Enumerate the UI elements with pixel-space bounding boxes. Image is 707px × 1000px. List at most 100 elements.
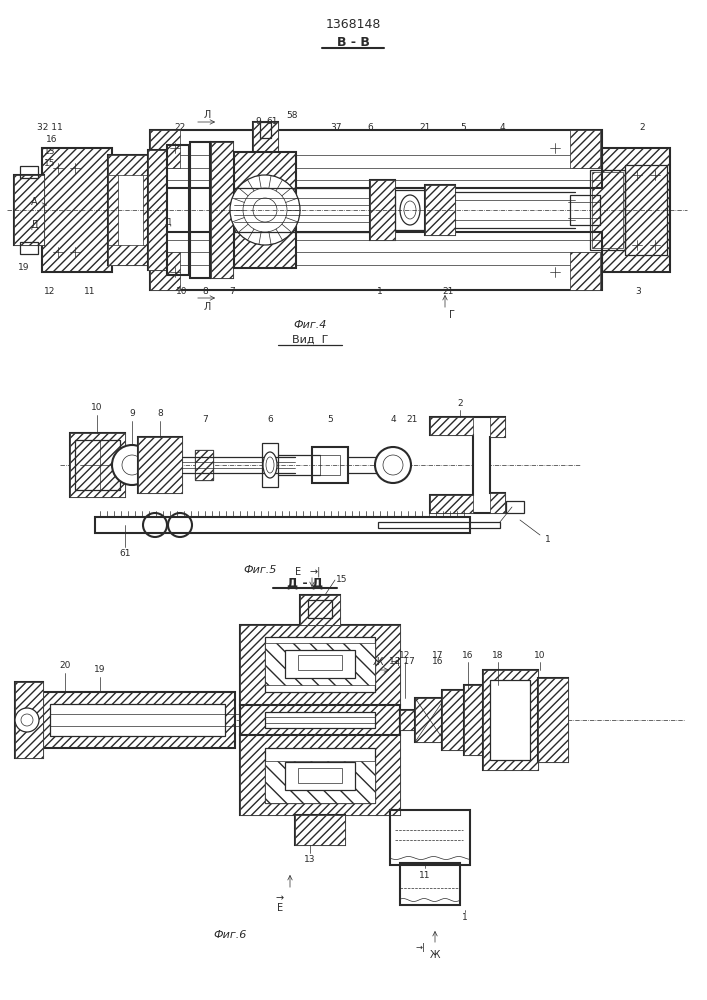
Text: Ж: Ж — [430, 950, 440, 960]
Bar — [138, 437, 182, 493]
Bar — [15, 682, 43, 758]
Text: 15: 15 — [337, 576, 348, 584]
Text: 7: 7 — [229, 288, 235, 296]
Text: 13: 13 — [304, 856, 316, 864]
Text: 61: 61 — [119, 548, 131, 558]
Text: Л: Л — [204, 110, 211, 120]
Bar — [195, 450, 213, 480]
Bar — [298, 655, 342, 670]
Text: Фиг.4: Фиг.4 — [293, 320, 327, 330]
Text: 3: 3 — [635, 288, 641, 296]
Text: Д: Д — [165, 218, 171, 227]
Text: Д - Д: Д - Д — [287, 576, 323, 589]
Bar — [265, 761, 375, 803]
Text: 21: 21 — [419, 123, 431, 132]
Circle shape — [168, 513, 192, 537]
Bar — [108, 155, 118, 265]
Text: 19: 19 — [94, 666, 106, 674]
Text: 8: 8 — [202, 288, 208, 296]
Text: 13: 13 — [45, 147, 56, 156]
Text: 21: 21 — [443, 288, 454, 296]
Bar — [300, 595, 340, 625]
Bar — [538, 678, 568, 762]
Bar — [430, 417, 473, 435]
Text: 19: 19 — [18, 263, 30, 272]
Bar — [42, 148, 112, 272]
Bar — [490, 493, 505, 513]
Circle shape — [15, 708, 39, 732]
Bar — [320, 455, 340, 475]
Polygon shape — [430, 417, 505, 513]
Bar — [35, 692, 235, 748]
Text: 32 11: 32 11 — [37, 123, 63, 132]
Text: Л: Л — [204, 302, 211, 312]
Bar — [262, 443, 278, 487]
Text: 8: 8 — [157, 408, 163, 418]
Text: 15: 15 — [45, 159, 56, 168]
Text: 9: 9 — [129, 408, 135, 418]
Bar — [570, 252, 600, 290]
Bar — [240, 735, 400, 815]
Text: 9: 9 — [255, 117, 261, 126]
Text: 37: 37 — [330, 123, 341, 132]
Bar — [602, 148, 670, 272]
Text: 6: 6 — [367, 123, 373, 132]
Text: 12: 12 — [45, 288, 56, 296]
Bar — [138, 437, 182, 493]
Bar — [150, 130, 602, 188]
Text: В - В: В - В — [337, 36, 370, 49]
Text: 16: 16 — [46, 135, 58, 144]
Text: 18: 18 — [492, 650, 504, 660]
Text: Е: Е — [277, 903, 283, 913]
Bar — [506, 501, 524, 513]
Bar — [167, 145, 189, 275]
Bar — [395, 190, 425, 230]
Bar — [70, 433, 125, 497]
Text: Г: Г — [449, 310, 455, 320]
Bar — [195, 450, 213, 480]
Circle shape — [230, 175, 300, 245]
Text: 20: 20 — [59, 660, 71, 670]
Bar — [400, 863, 460, 905]
Bar — [240, 625, 400, 705]
Bar — [298, 768, 342, 783]
Text: 16: 16 — [432, 658, 444, 666]
Bar — [240, 705, 400, 735]
Bar — [265, 643, 375, 685]
Bar — [143, 155, 153, 265]
Bar — [592, 172, 623, 248]
Text: →|: →| — [310, 567, 321, 577]
Bar — [415, 698, 445, 742]
Bar — [95, 517, 470, 533]
Text: 6: 6 — [267, 416, 273, 424]
Text: 1: 1 — [545, 536, 551, 544]
Bar — [240, 705, 400, 735]
Bar — [442, 690, 467, 750]
Bar — [400, 710, 418, 730]
Text: А: А — [30, 197, 37, 207]
Text: 5: 5 — [327, 416, 333, 424]
Text: Ж: Ж — [373, 657, 383, 667]
Bar — [150, 130, 180, 168]
Text: 11: 11 — [419, 870, 431, 880]
Bar — [625, 165, 667, 255]
Text: 58: 58 — [286, 110, 298, 119]
Text: 1368148: 1368148 — [325, 18, 380, 31]
Text: 12: 12 — [399, 650, 411, 660]
Bar — [570, 130, 600, 168]
Bar — [108, 245, 153, 265]
Bar — [464, 685, 486, 755]
Bar — [150, 232, 602, 290]
Bar — [295, 815, 345, 845]
Text: 17: 17 — [432, 650, 444, 660]
Bar — [400, 710, 418, 730]
Bar — [300, 595, 340, 625]
Ellipse shape — [263, 452, 277, 478]
Bar — [150, 252, 180, 290]
Text: 1: 1 — [462, 914, 468, 922]
Text: 11: 11 — [84, 288, 95, 296]
Text: Е: Е — [295, 567, 301, 577]
Text: Фиг.5: Фиг.5 — [243, 565, 276, 575]
Bar — [490, 417, 505, 437]
Bar — [108, 155, 153, 265]
